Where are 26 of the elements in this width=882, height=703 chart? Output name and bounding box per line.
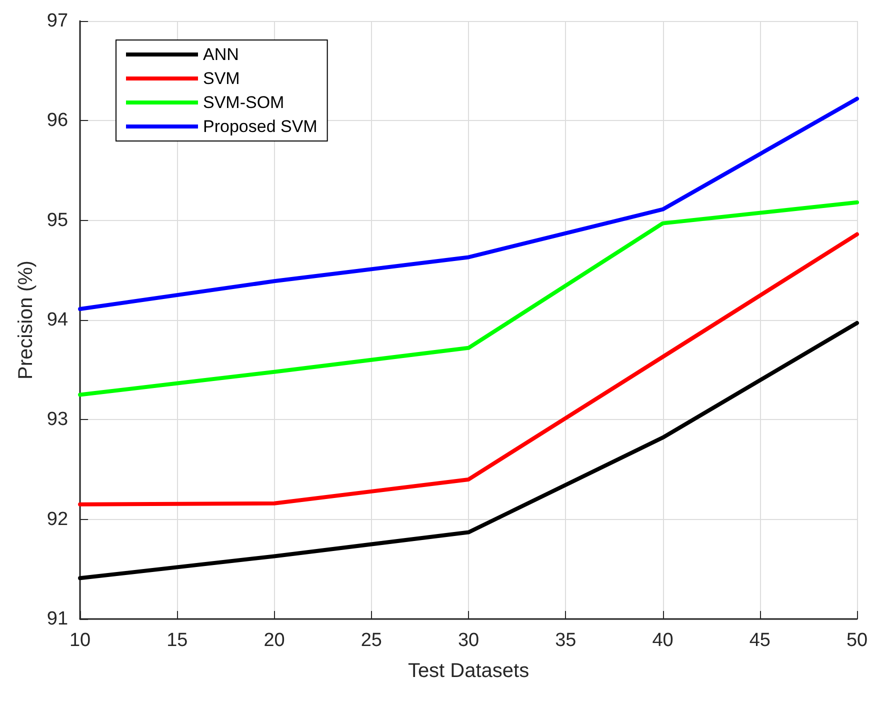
x-axis-title: Test Datasets — [408, 660, 530, 682]
y-tick-label: 94 — [46, 310, 68, 330]
x-tick-label: 25 — [360, 630, 382, 651]
y-tick-label: 93 — [46, 409, 68, 430]
legend-label: SVM — [203, 69, 240, 88]
y-axis-title: Precision (%) — [15, 260, 37, 380]
x-tick-label: 45 — [749, 630, 770, 651]
x-tick-label: 15 — [166, 630, 188, 651]
y-tick-label: 97 — [46, 10, 68, 32]
legend-label: ANN — [203, 45, 239, 64]
y-tick-label: 91 — [46, 608, 68, 630]
y-tick-label: 96 — [46, 110, 68, 132]
y-tick-label: 92 — [46, 508, 68, 530]
y-tick-label: 95 — [46, 210, 68, 231]
x-tick-label: 40 — [652, 630, 674, 651]
line-series — [78, 232, 859, 506]
x-tick-label: 20 — [264, 630, 285, 651]
legend-label: SVM-SOM — [203, 93, 284, 112]
line-series — [78, 200, 859, 397]
x-tick-label: 10 — [69, 630, 91, 651]
line-series — [78, 320, 859, 580]
x-tick-label: 50 — [846, 630, 868, 651]
line-series — [78, 96, 859, 312]
x-tick-label: 30 — [458, 630, 480, 651]
x-tick-label: 35 — [555, 630, 576, 651]
legend-label: Proposed SVM — [203, 117, 318, 136]
